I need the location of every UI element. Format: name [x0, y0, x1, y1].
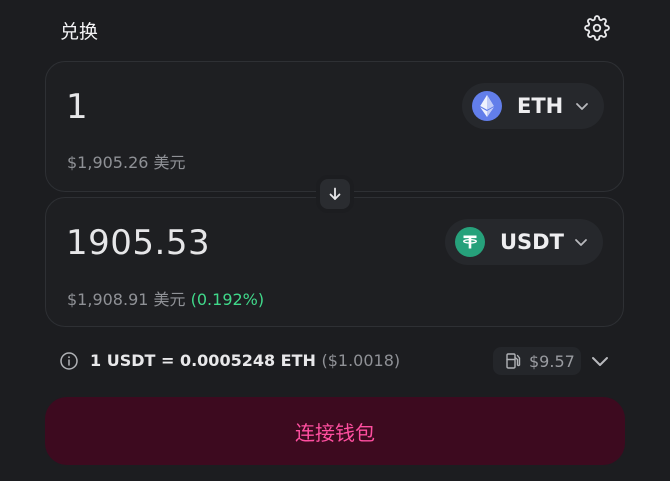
- buy-amount-input[interactable]: 1905.53: [66, 223, 211, 263]
- sell-amount-input[interactable]: 1: [66, 87, 89, 127]
- settings-button[interactable]: [582, 13, 612, 43]
- exchange-rate-usd: ($1.0018): [321, 351, 401, 370]
- info-icon: [60, 352, 78, 370]
- buy-fiat-amount: $1,908.91 美元: [67, 290, 186, 309]
- chevron-down-icon: [573, 234, 589, 250]
- gas-fee-value: $9.57: [529, 351, 575, 371]
- exchange-rate-value: 1 USDT = 0.0005248 ETH: [90, 351, 316, 370]
- page-title: 兑换: [60, 21, 99, 43]
- exchange-rate-row: 1 USDT = 0.0005248 ETH ($1.0018) $9.57: [45, 343, 624, 379]
- chevron-down-icon: [574, 98, 590, 114]
- connect-wallet-button[interactable]: 连接钱包: [45, 397, 625, 465]
- buy-token-selector[interactable]: USDT: [445, 219, 603, 265]
- eth-logo-icon: [472, 91, 502, 121]
- exchange-rate-text: 1 USDT = 0.0005248 ETH ($1.0018): [90, 351, 400, 370]
- sell-input-box: 1 $1,905.26 美元 ETH: [45, 61, 624, 192]
- swap-header: 兑换: [0, 0, 670, 58]
- price-impact: (0.192%): [190, 290, 265, 309]
- arrow-down-icon: [329, 187, 341, 200]
- chevron-down-icon[interactable]: [590, 351, 610, 371]
- switch-direction-button[interactable]: [316, 175, 354, 213]
- gas-pump-icon: [506, 353, 521, 369]
- sell-fiat-value: $1,905.26 美元: [67, 153, 186, 172]
- buy-output-box: 1905.53 $1,908.91 美元 (0.192%) USDT: [45, 197, 624, 327]
- buy-fiat-value: $1,908.91 美元 (0.192%): [67, 286, 264, 310]
- buy-token-symbol: USDT: [500, 230, 564, 254]
- gas-fee-badge: $9.57: [493, 347, 581, 375]
- gear-icon: [584, 15, 610, 41]
- sell-token-symbol: ETH: [517, 94, 564, 118]
- usdt-logo-icon: [455, 227, 485, 257]
- sell-token-selector[interactable]: ETH: [462, 83, 604, 129]
